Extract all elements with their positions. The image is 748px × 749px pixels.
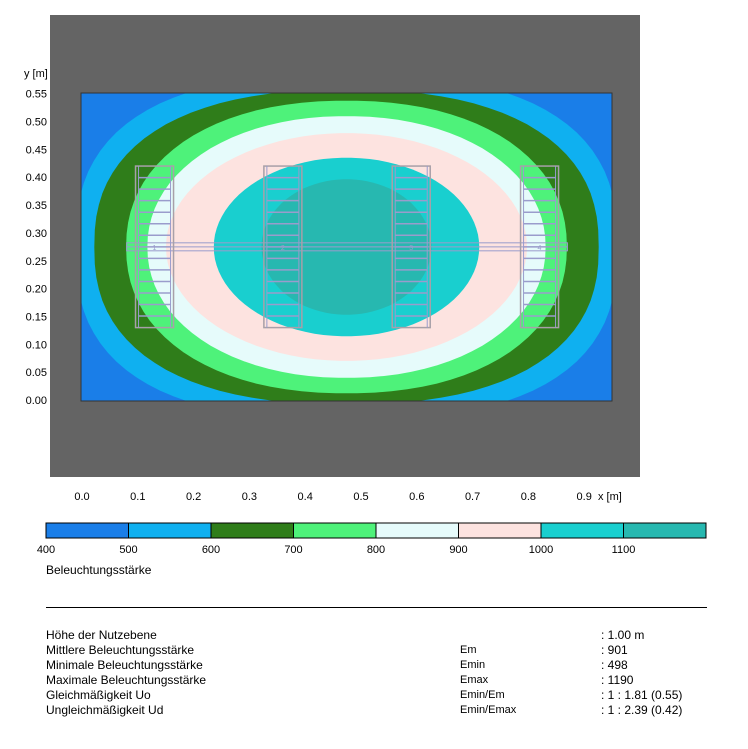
isolux-chart: 1 2 3 4 0.0 0.1 0.2 0.3 0.4 0.5 0.6 0.7 0.8 0.9 0.00… [24,15,707,556]
legend-swatch [210,522,294,539]
legend-tick-labels: 400 500 600 700 800 900 1000 1100 [37,544,636,556]
x-tick-label: 0.9 [577,491,592,503]
x-axis-label: x [m] [598,491,622,503]
luminaire-frame [391,165,431,329]
x-tick-label: 0.5 [353,491,368,503]
luminaire-frame [263,165,303,329]
legend-title: Beleuchtungsstärke [46,563,152,577]
y-tick-label: 0.00 [26,395,47,407]
result-symbol [460,628,516,643]
separator-line [46,607,707,608]
x-tick-label: 0.2 [186,491,201,503]
y-tick-label: 0.10 [26,339,47,351]
result-symbol: Emin/Emax [460,704,517,716]
y-tick-label: 0.50 [26,117,47,129]
x-tick-label: 0.6 [409,491,424,503]
result-value: : 1 : 2.39 (0.42) [601,703,683,717]
y-tick-label: 0.55 [26,89,47,101]
result-label: Höhe der Nutzebene [46,628,157,642]
x-tick-label: 0.1 [130,491,145,503]
y-tick-label: 0.05 [26,367,47,379]
y-tick-label: 0.15 [26,311,47,323]
result-value: : 498 [601,658,628,672]
y-tick-label: 0.40 [26,172,47,184]
results-labels: Höhe der Nutzebene Mittlere Beleuchtungs… [46,628,206,718]
luminaire-id-label: 2 [281,245,285,252]
x-tick-label: 0.3 [242,491,257,503]
luminaire-layer: 1 2 3 4 [126,165,568,329]
y-tick-label: 0.20 [26,284,47,296]
results-symbols: Em Emin Emax Emin/Em Emin/Emax [460,628,516,718]
results-values: : 1.00 m : 901 : 498 : 1190 : 1 : 1.81 (… [601,628,682,718]
legend-tick-label: 900 [449,544,467,556]
legend-swatch [623,522,707,539]
legend-swatch [45,522,129,539]
result-label: Gleichmäßigkeit Uo [46,688,151,702]
y-axis: 0.00 0.05 0.10 0.15 0.20 0.25 0.30 0.35 0.40 0.45… [26,89,47,407]
legend-swatch [540,522,624,539]
result-label: Minimale Beleuchtungsstärke [46,658,203,672]
result-symbol: Emin [460,659,486,671]
result-label: Ungleichmäßigkeit Ud [46,703,164,717]
legend-color-bar [45,522,707,539]
y-tick-label: 0.35 [26,200,47,212]
x-tick-label: 0.8 [521,491,536,503]
luminaire-frame [519,165,560,329]
legend-tick-label: 700 [284,544,302,556]
luminaire-frame [134,165,175,329]
x-tick-label: 0.4 [298,491,313,503]
luminaire-id-label: 4 [538,245,542,252]
x-axis: 0.0 0.1 0.2 0.3 0.4 0.5 0.6 0.7 0.8 0.9 [74,491,591,503]
y-tick-label: 0.30 [26,228,47,240]
result-symbol: Emin/Em [460,689,505,701]
legend-swatch [458,522,542,539]
result-label: Maximale Beleuchtungsstärke [46,673,207,687]
legend-swatch [293,522,377,539]
legend-swatch [128,522,212,539]
result-value: : 901 [601,643,628,657]
luminaire-id-label: 3 [409,245,413,252]
x-tick-label: 0.7 [465,491,480,503]
result-symbol: Emax [460,674,489,686]
legend-tick-label: 800 [367,544,385,556]
result-value: : 1 : 1.81 (0.55) [601,688,683,702]
legend-tick-label: 500 [119,544,137,556]
legend-tick-label: 1000 [529,544,553,556]
plot-border [80,92,613,402]
luminaire-id-label: 1 [153,245,157,252]
legend-tick-label: 400 [37,544,55,556]
legend-swatch [375,522,459,539]
result-value: : 1.00 m [601,628,645,642]
legend-tick-label: 1100 [612,544,636,556]
y-axis-label: y [m] [24,68,48,80]
y-tick-label: 0.45 [26,144,47,156]
x-tick-label: 0.0 [74,491,89,503]
legend-tick-label: 600 [202,544,220,556]
result-symbol: Em [460,644,477,656]
result-value: : 1190 [601,673,634,687]
result-label: Mittlere Beleuchtungsstärke [46,643,195,657]
y-tick-label: 0.25 [26,256,47,268]
